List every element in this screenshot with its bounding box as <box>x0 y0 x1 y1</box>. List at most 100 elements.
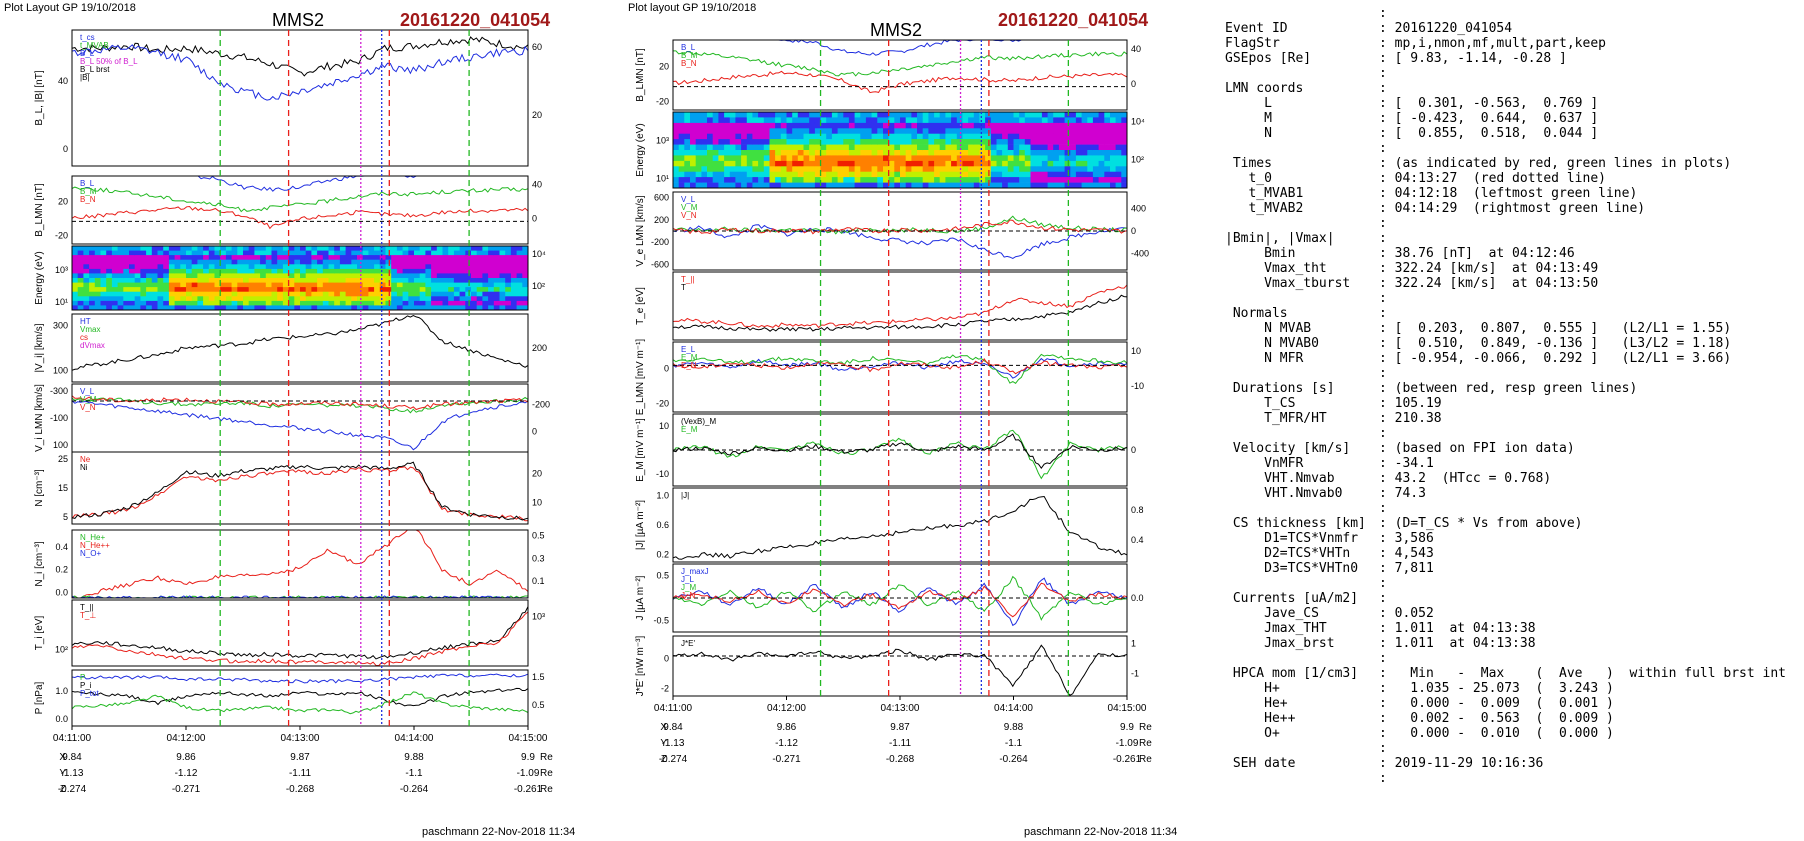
info-value: : (D=T_CS * Vs from above) <box>1379 516 1583 531</box>
y-tick-label: 300 <box>53 320 68 330</box>
info-key: N MVAB0 <box>1225 336 1319 351</box>
info-row: D1=TCS*Vnmfr: 3,586 <box>1225 531 1800 546</box>
info-key: VnMFR <box>1225 456 1304 471</box>
orbit-value: 9.88 <box>404 752 424 763</box>
y-axis-label: V_i LMN [km/s] <box>34 384 45 452</box>
y-tick-label: 20 <box>532 110 542 120</box>
info-key: D2=TCS*VHTn <box>1225 546 1351 561</box>
series-line-P <box>71 691 529 715</box>
info-row: Jmax_THT: 1.011 at 04:13:38 <box>1225 621 1800 636</box>
series-line-E_M <box>672 353 1128 384</box>
info-key: Event ID <box>1225 21 1288 36</box>
legend-entry: B_L <box>80 49 95 58</box>
y-tick-label: 40 <box>532 180 542 190</box>
info-key: Velocity [km/s] <box>1225 441 1351 456</box>
orbit-value: 9.87 <box>290 752 310 763</box>
panel-frame <box>672 271 1128 341</box>
y-tick-label: 10⁴ <box>1131 117 1145 127</box>
legend-entry: cs <box>80 333 88 342</box>
panel-frame <box>71 175 529 245</box>
panel-background <box>72 600 528 666</box>
info-key: N MVAB <box>1225 321 1312 336</box>
legend-entry: N_O+ <box>80 549 101 558</box>
legend-entry: t_cs <box>80 33 95 42</box>
series-line-(VexB)_M <box>672 433 1128 470</box>
panel-6: 0.2 0.4 0.6 0.8 1.0 |J| [µA m⁻²] |J| <box>635 487 1144 563</box>
series-line-B_M <box>673 50 1128 77</box>
series-line-V_L <box>672 224 1128 259</box>
panel-background <box>72 670 528 726</box>
info-value: : 4,543 <box>1379 546 1434 561</box>
info-key: VHT.Nmvab <box>1225 471 1335 486</box>
info-key: Jmax_brst <box>1225 636 1335 651</box>
y-tick-label: -100 <box>50 413 68 423</box>
legend-entry: V_M <box>80 395 97 404</box>
event-markers <box>219 30 470 726</box>
info-row: N: [ 0.855, 0.518, 0.044 ] <box>1225 126 1800 141</box>
info-value: : <box>1379 291 1387 306</box>
orbit-value: -0.261 <box>514 784 543 795</box>
info-row: t_0: 04:13:27 (red dotted line) <box>1225 171 1800 186</box>
time-tick-label: 04:15:00 <box>1108 703 1147 714</box>
info-row: T_CS: 105.19 <box>1225 396 1800 411</box>
legend-entry: B_M <box>80 187 97 196</box>
orbit-value: -1.13 <box>662 738 685 749</box>
legend-entry: T <box>681 283 686 292</box>
info-key: Jmax_THT <box>1225 621 1327 636</box>
y-tick-label: 60 <box>532 42 542 52</box>
orbit-value: -1.12 <box>775 738 798 749</box>
legend-entry: HT <box>80 317 91 326</box>
info-value: : <box>1379 141 1387 156</box>
info-value: : [ 0.203, 0.807, 0.555 ] (L2/L1 = 1.55) <box>1379 321 1732 336</box>
y-tick-label: 0.4 <box>1131 535 1144 545</box>
legend-entry: V_M <box>681 203 698 212</box>
y-axis-label: |V_i| [km/s] <box>34 323 45 372</box>
info-row: VHT.Nmvab0: 74.3 <box>1225 486 1800 501</box>
y-tick-label: 0.1 <box>532 576 545 586</box>
info-key: Vmax_tburst <box>1225 276 1351 291</box>
y-tick-label: 10² <box>532 281 545 291</box>
orbit-value: -1.11 <box>289 768 311 779</box>
panel-frame <box>71 529 529 599</box>
event-markers <box>819 40 1070 696</box>
info-key: He++ <box>1225 711 1296 726</box>
legend-entry: B_M <box>681 51 698 60</box>
series-line-V_N <box>672 219 1128 235</box>
left-probe-title: MMS2 <box>272 10 325 30</box>
y-tick-label: 10 <box>659 421 669 431</box>
info-key: D3=TCS*VHTn0 <box>1225 561 1359 576</box>
y-axis-label: Energy (eV) <box>635 123 646 176</box>
info-key: t_0 <box>1225 171 1272 186</box>
series-line-P_tot <box>71 673 529 684</box>
panel-frame <box>672 341 1128 413</box>
info-row: Currents [uA/m2]: <box>1225 591 1800 606</box>
y-axis-label: V_e LMN [km/s] <box>635 195 646 266</box>
orbit-unit: Re <box>540 768 553 779</box>
info-row: SEH date: 2019-11-29 10:16:36 <box>1225 756 1800 771</box>
series-line-J_L <box>672 577 1128 627</box>
series-line-J_M <box>672 575 1128 621</box>
info-key: H+ <box>1225 681 1280 696</box>
info-value: : <box>1379 66 1387 81</box>
panel-8: 0.0 0.5 1.0 1.5 P [nPa] PP_iP_tot <box>34 669 545 727</box>
legend-entry: T_|| <box>80 603 94 612</box>
info-key: T_MFR/HT <box>1225 411 1327 426</box>
legend-entry: E_L <box>681 345 696 354</box>
info-key: t_MVAB2 <box>1225 201 1304 216</box>
time-tick-label: 04:13:00 <box>881 703 920 714</box>
y-tick-label: 200 <box>654 215 669 225</box>
info-value: : <box>1379 771 1387 786</box>
y-tick-label: 40 <box>1131 44 1141 54</box>
y-tick-label: 100 <box>53 440 68 450</box>
info-value: : 38.76 [nT] at 04:12:46 <box>1379 246 1575 261</box>
info-key: GSEpos [Re] <box>1225 51 1312 66</box>
panel-frame <box>71 245 529 311</box>
spectrogram <box>72 246 529 311</box>
info-value: : (based on FPI ion data) <box>1379 441 1575 456</box>
info-value: : <box>1379 501 1387 516</box>
y-tick-label: -400 <box>1131 248 1149 258</box>
series-line-B_L <box>71 44 529 101</box>
info-row: Jave_CS: 0.052 <box>1225 606 1800 621</box>
info-value: : -34.1 <box>1379 456 1434 471</box>
